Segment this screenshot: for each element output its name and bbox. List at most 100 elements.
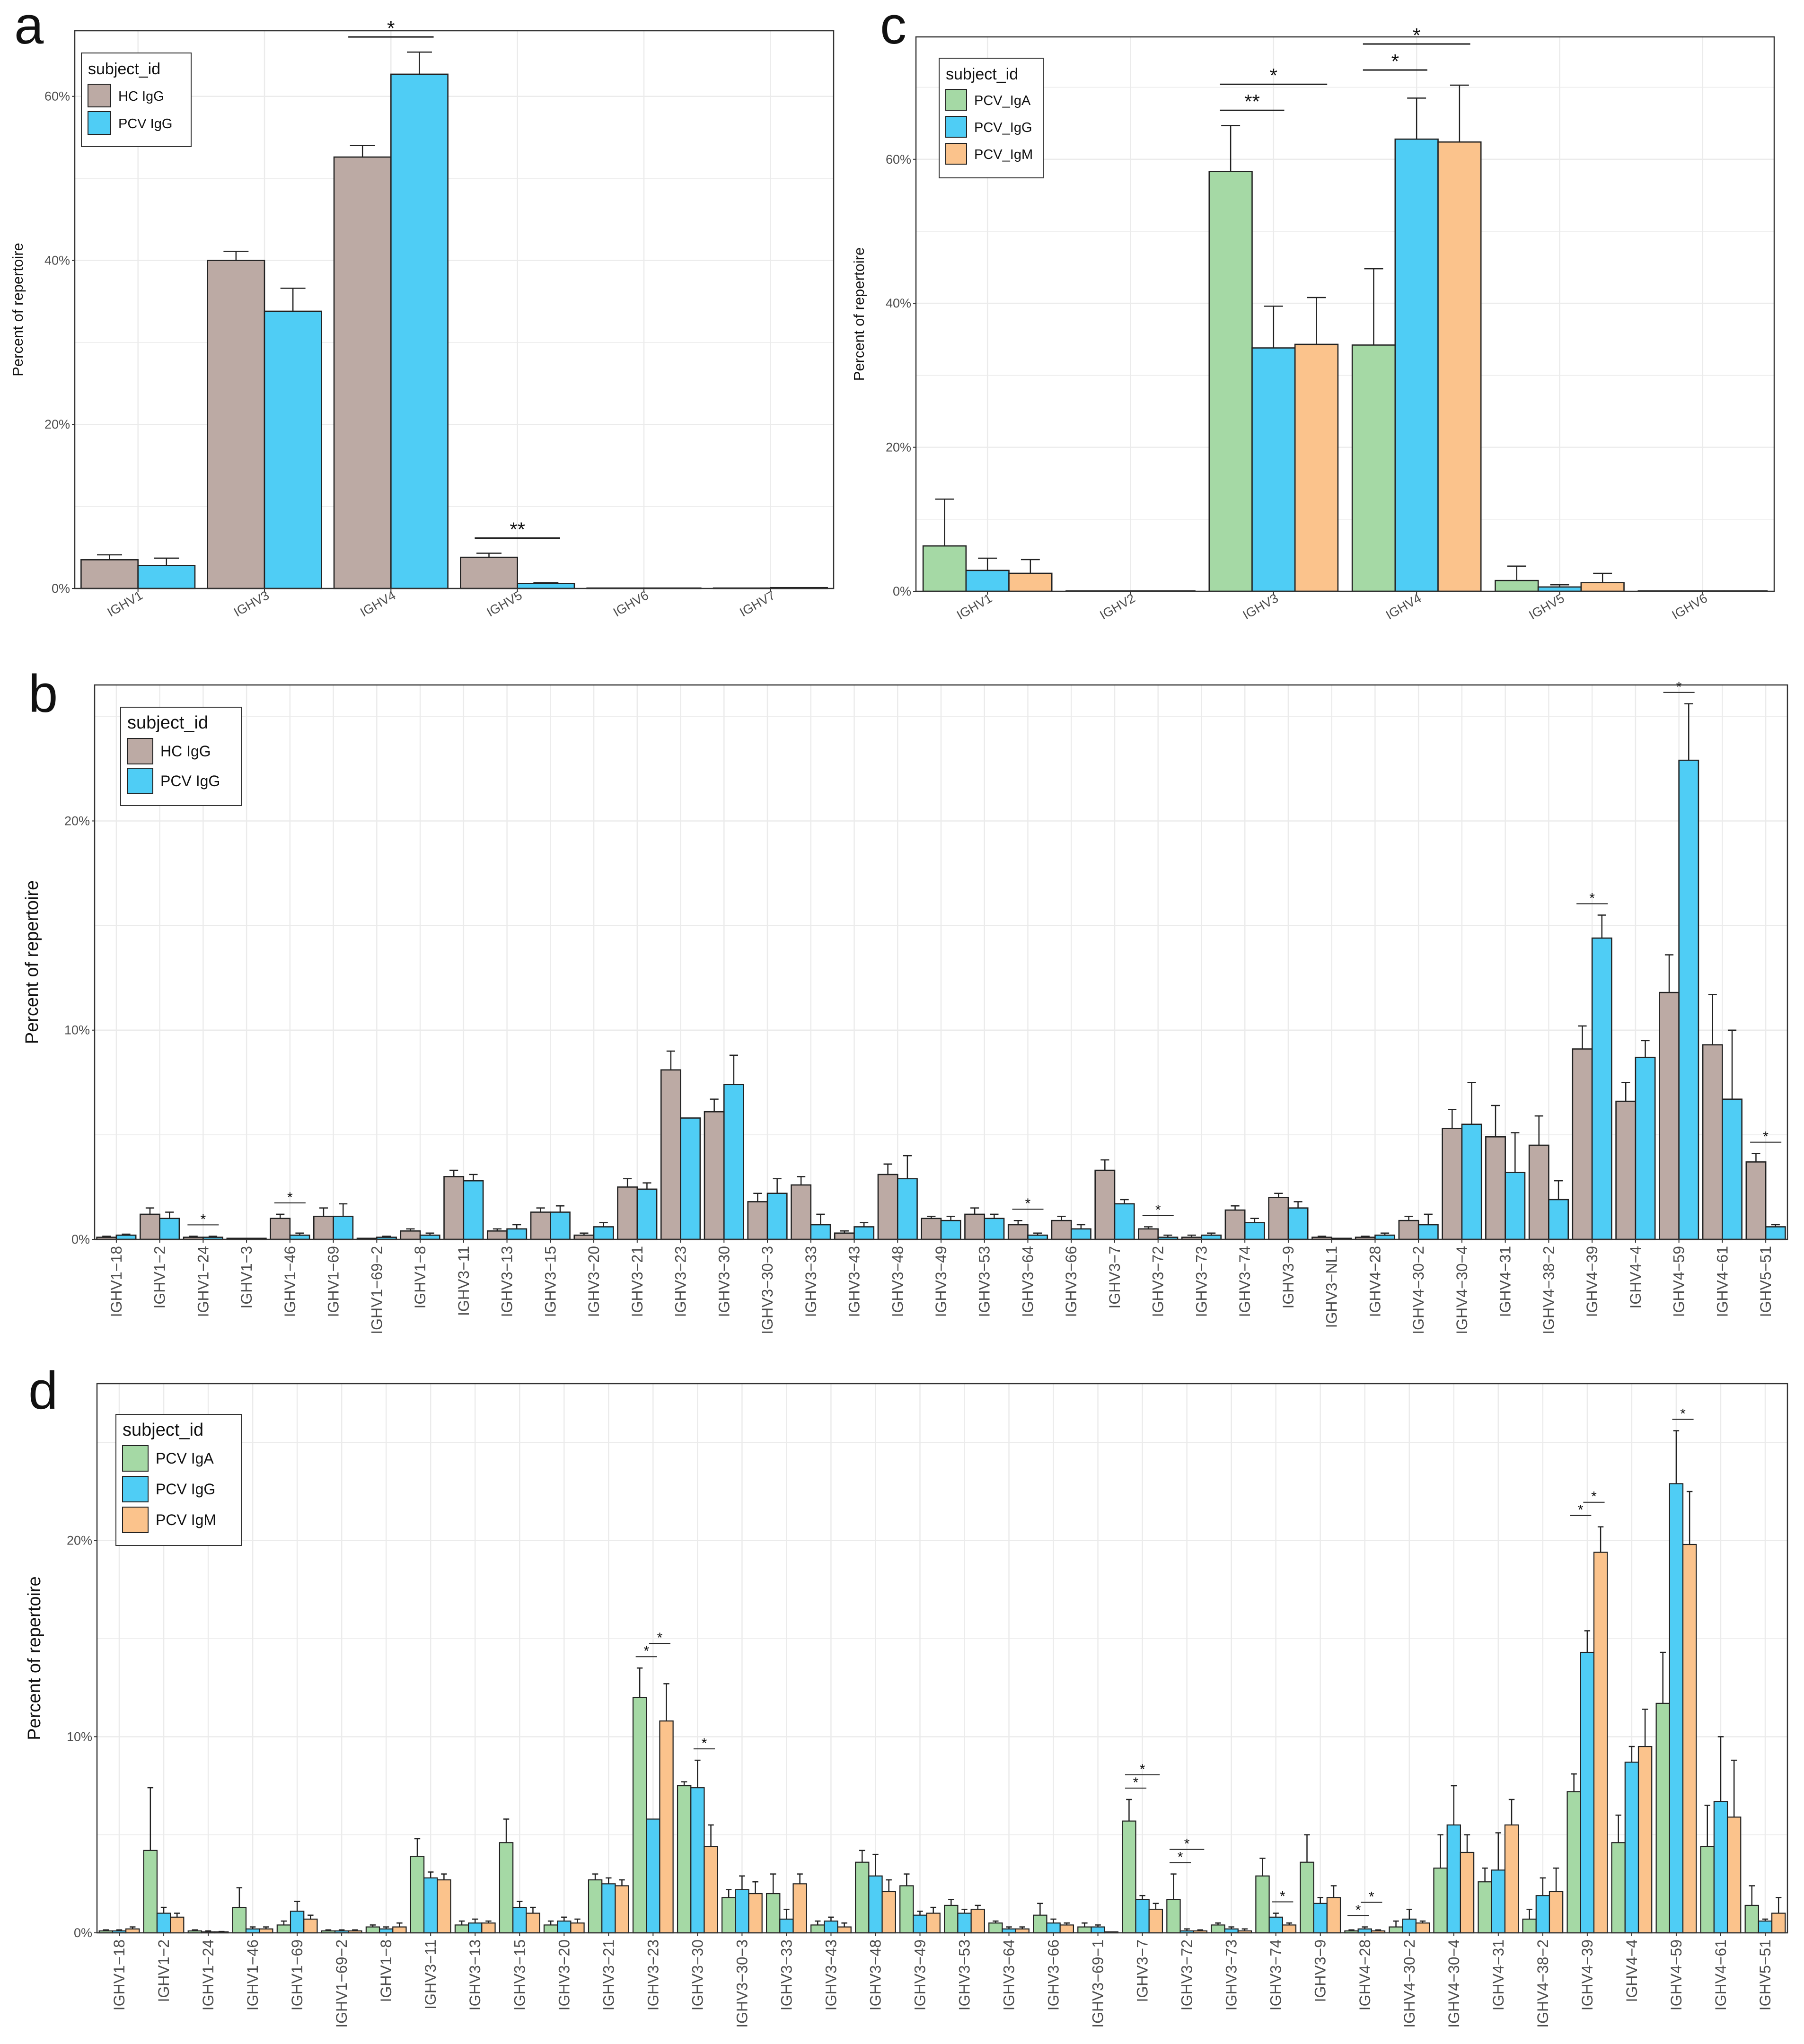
bar [289,1234,310,1240]
bar [601,1883,616,1934]
significance-label: * [1140,1762,1145,1777]
bar [1726,1816,1742,1934]
panel-letter-c: c [880,0,906,55]
x-tick-label: IGHV3−13 [499,1246,516,1317]
x-tick-label: IGHV4−28 [1356,1939,1373,2010]
bar [1637,1746,1653,1934]
y-tick-label: 0% [52,581,70,596]
bar [854,1226,875,1240]
bar [881,1891,896,1934]
legend-label: PCV IgG [160,772,220,790]
bar [1580,1651,1595,1934]
x-tick-label: IGHV1 [954,591,994,622]
bar [1682,1544,1697,1934]
y-tick-label: 10% [64,1023,90,1037]
x-tick-label: IGHV1−2 [151,1246,168,1309]
x-tick-label: IGHV3−33 [802,1246,819,1317]
x-tick-label: IGHV3−13 [466,1939,484,2010]
bar [926,1912,941,1934]
significance-label: * [1369,1889,1374,1905]
bar [1148,1909,1163,1934]
bar [486,1230,508,1240]
x-tick-label: IGHV3−43 [846,1246,863,1317]
bar [1033,1914,1047,1934]
y-tick-label: 20% [64,814,90,828]
bar [170,1916,185,1934]
x-tick-label: IGHV7 [737,588,777,619]
bar [530,1211,551,1240]
bar [1655,1702,1670,1934]
y-axis-title: Percent of repertoire [9,243,26,377]
x-tick-label: IGHV3−9 [1280,1246,1297,1309]
bar [1659,991,1680,1240]
x-tick-label: IGHV3−53 [976,1246,993,1317]
y-tick-label: 0% [71,1232,90,1246]
x-tick-label: IGHV4−31 [1490,1939,1507,2010]
bar [704,1846,718,1934]
bar [365,1926,380,1934]
significance-label: * [387,17,395,39]
x-tick-label: IGHV3−23 [672,1246,689,1317]
bar [423,1877,438,1934]
bar [1282,1924,1297,1934]
x-tick-label: IGHV3−72 [1179,1939,1196,2010]
bar [143,1850,158,1934]
significance-label: * [1676,679,1682,695]
bar [499,1842,514,1934]
x-tick-label: IGHV6 [1670,591,1710,622]
y-axis-title: Percent of repertoire [22,880,42,1044]
bar [264,310,322,589]
bar [680,1117,701,1240]
bar [1611,1842,1626,1934]
bar [1374,1234,1396,1240]
bar [824,1921,838,1934]
x-tick-label: IGHV3−48 [889,1246,906,1317]
bar [570,1922,585,1934]
bar [1268,1197,1289,1240]
bar [290,1911,305,1934]
bar [617,1186,638,1240]
bar [1094,1169,1116,1240]
bar [443,1176,465,1240]
x-tick-label: IGHV4−59 [1668,1939,1685,2010]
bar [1461,1123,1482,1240]
x-tick-label: IGHV3−30−3 [733,1939,750,2028]
panel-letter-a: a [14,0,44,55]
x-tick-label: IGHV4−39 [1579,1939,1596,2010]
x-tick-label: IGHV4−38−2 [1534,1939,1551,2028]
bar [1549,1891,1564,1934]
bar [704,1111,725,1240]
plot-area [75,31,834,588]
bar [1251,347,1296,592]
bar [660,1069,681,1240]
bar [1268,1916,1283,1934]
bar [137,565,196,589]
bar [1591,937,1612,1240]
bar [984,1218,1005,1240]
bar [897,1178,918,1240]
x-tick-label: IGHV1−69 [289,1939,306,2010]
panel-letter-b: b [28,664,58,723]
bar [1669,1483,1684,1934]
bar [810,1224,831,1240]
x-tick-label: IGHV4−61 [1712,1939,1729,2010]
bar [270,1218,291,1240]
x-tick-label: IGHV1−69 [325,1246,342,1317]
bar [1077,1926,1092,1934]
x-tick-label: IGHV3−15 [511,1939,528,2010]
bar [868,1875,883,1934]
legend-swatch [122,1476,149,1502]
significance-label: * [1589,890,1595,906]
y-tick-label: 10% [67,1729,92,1744]
significance-label: * [657,1630,663,1646]
legend-label: HC IgG [160,743,211,760]
bar [646,1818,660,1934]
bar [855,1861,870,1934]
bar [1224,1209,1246,1240]
y-tick-label: 40% [44,253,70,267]
bar [1398,1219,1419,1240]
bar [1201,1234,1222,1240]
x-tick-label: IGHV3−49 [911,1939,928,2010]
bar [333,1216,354,1240]
bar [1417,1224,1439,1240]
